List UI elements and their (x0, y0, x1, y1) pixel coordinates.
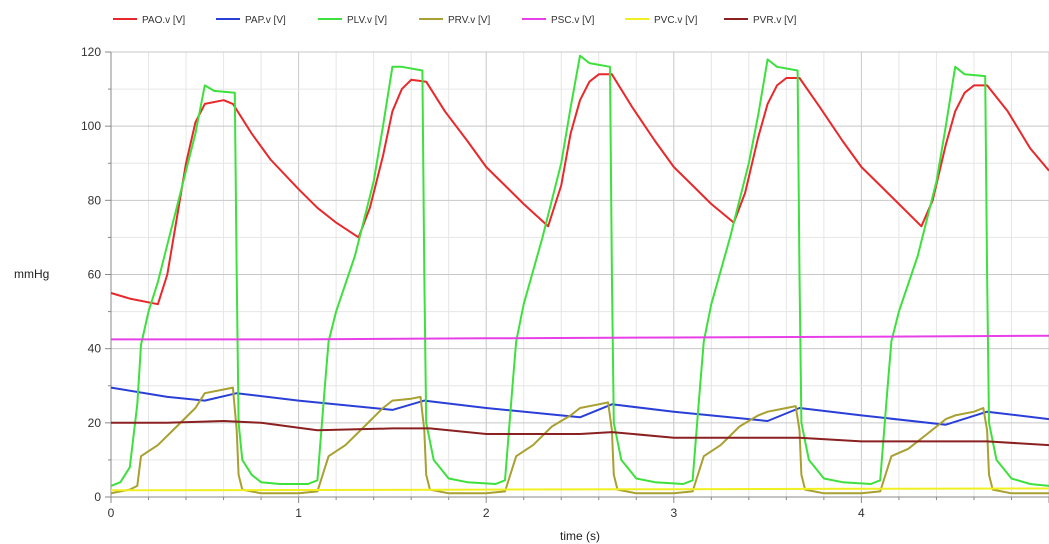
series-line-prv (110, 386, 1049, 495)
series-group (110, 54, 1049, 495)
x-tick-label: 4 (858, 506, 865, 520)
axis-labels: mmHg time (s) (14, 267, 600, 543)
legend-label: PLV.v [V] (347, 15, 387, 26)
x-tick-label: 2 (483, 506, 490, 520)
grid (110, 51, 1049, 498)
x-axis-label: time (s) (560, 529, 600, 543)
x-tick-label: 3 (670, 506, 677, 520)
series-line-plv (110, 54, 1049, 487)
axes: 0 20 40 60 80 100 120 0 1 2 3 4 (81, 45, 1049, 520)
series-line-psc (111, 334, 1049, 341)
y-tick-label: 100 (81, 119, 101, 133)
y-tick-label: 80 (88, 193, 102, 207)
legend-label: PSC.v [V] (551, 15, 595, 26)
y-tick-label: 40 (88, 342, 102, 356)
legend-label: PRV.v [V] (448, 15, 490, 26)
x-tick-label: 0 (108, 506, 115, 520)
series-line-pao (110, 73, 1049, 306)
series-line-pvr (111, 420, 1049, 447)
legend: PAO.v [V] PAP.v [V] PLV.v [V] PRV.v [V] PSC.… (113, 15, 797, 26)
y-tick-label: 0 (94, 490, 101, 504)
y-tick-label: 60 (88, 268, 102, 282)
legend-label: PAO.v [V] (142, 15, 185, 26)
y-axis-label: mmHg (14, 267, 49, 281)
y-tick-label: 120 (81, 45, 101, 59)
legend-label: PVC.v [V] (654, 15, 698, 26)
legend-label: PVR.v [V] (753, 15, 797, 26)
legend-label: PAP.v [V] (245, 15, 286, 26)
x-tick-label: 1 (295, 506, 302, 520)
series-line-pap (110, 386, 1049, 426)
series-line-pvc (110, 487, 1049, 492)
y-tick-label: 20 (88, 416, 102, 430)
